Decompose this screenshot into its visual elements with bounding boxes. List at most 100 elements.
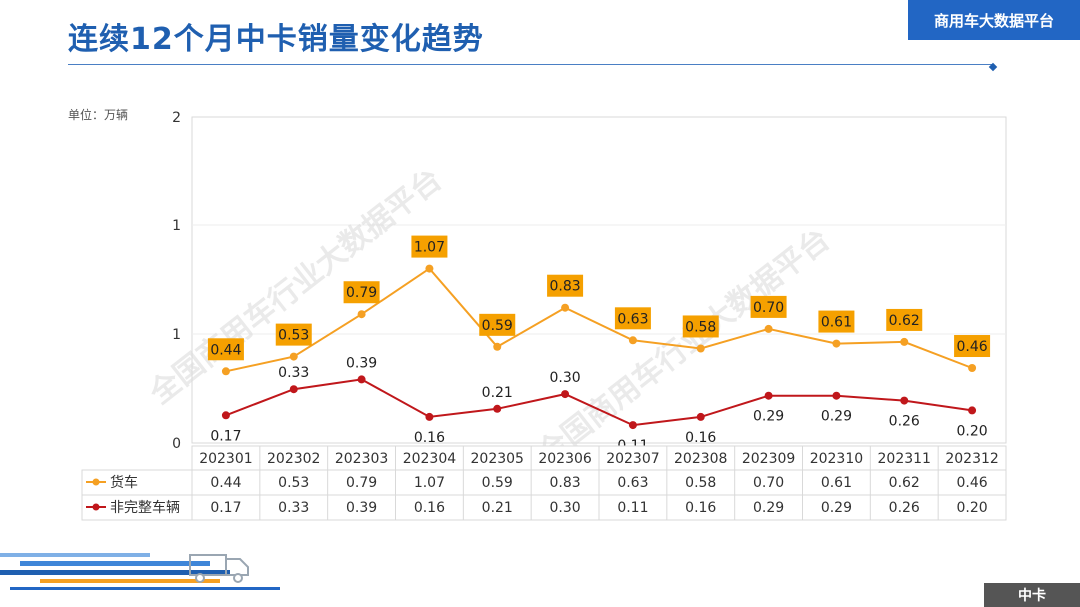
footer-category-badge: 中卡 — [984, 583, 1080, 607]
y-tick-label: 1 — [172, 218, 181, 234]
table-value-cell: 0.46 — [956, 475, 987, 491]
truck-series-point — [968, 364, 977, 372]
truck-series-point — [900, 337, 909, 346]
truck-series-legend-label: 货车 — [110, 474, 138, 491]
truck-data-label-box — [275, 323, 312, 346]
table-category-cell: 202305 — [471, 451, 524, 467]
table-value-cell: 0.20 — [956, 500, 987, 516]
truck-data-label-box — [614, 307, 651, 330]
table-category-cell: 202310 — [810, 451, 863, 467]
truck-data-label: 0.70 — [753, 300, 784, 316]
title-rule — [68, 64, 994, 65]
brand-badge: 商用车大数据平台 — [908, 0, 1080, 40]
incomplete-vehicle-series-point — [561, 390, 570, 399]
truck-series-point — [221, 367, 230, 376]
truck-series-point — [696, 344, 705, 353]
incomplete-vehicle-series-point — [764, 391, 773, 400]
y-tick-label: 2 — [172, 110, 181, 126]
incomplete-vehicle-series-point — [357, 375, 366, 384]
incomplete-vehicle-series-point — [968, 406, 977, 415]
plot-area-frame — [191, 116, 1007, 444]
table-category-cell: 202304 — [403, 451, 457, 467]
incomplete-data-label: 0.29 — [753, 409, 784, 425]
truck-data-label: 0.83 — [549, 279, 580, 295]
table-value-cell: 0.58 — [685, 475, 716, 491]
table-category-cell: 202311 — [878, 451, 931, 467]
table-value-cell: 0.30 — [549, 500, 580, 516]
truck-data-label: 0.59 — [482, 318, 513, 334]
truck-data-label-box — [818, 310, 855, 333]
y-tick-label: 1 — [172, 327, 181, 343]
incomplete-data-label: 0.21 — [482, 385, 513, 401]
table-category-cell: 202303 — [335, 451, 388, 467]
table-category-cell: 202309 — [742, 451, 795, 467]
table-value-cell: 0.16 — [685, 500, 716, 516]
incomplete-vehicle-series-point — [425, 412, 434, 421]
table-category-cell: 202312 — [945, 451, 998, 467]
truck-series-line — [225, 267, 973, 373]
truck-series-point — [764, 324, 773, 333]
incomplete-vehicle-series-point — [289, 385, 298, 394]
truck-series-point — [289, 352, 298, 361]
table-category-cell: 202307 — [606, 451, 659, 467]
truck-data-label-box — [411, 235, 448, 258]
truck-series-point — [493, 342, 502, 351]
incomplete-vehicle-series-line — [225, 378, 973, 427]
truck-series-point — [832, 339, 841, 348]
incomplete-vehicle-series-point — [832, 391, 841, 400]
truck-series-legend-marker — [92, 478, 100, 486]
incomplete-data-label: 0.33 — [278, 365, 309, 381]
truck-data-label: 0.79 — [346, 285, 377, 301]
truck-data-label: 0.44 — [210, 342, 241, 358]
y-tick-label: 0 — [172, 436, 181, 452]
incomplete-vehicle-series-point — [221, 411, 230, 420]
table-value-cell: 0.53 — [278, 475, 309, 491]
truck-data-label-box — [886, 308, 923, 331]
truck-series-point — [357, 310, 366, 319]
incomplete-vehicle-series-legend-marker — [92, 503, 100, 511]
table-category-cell: 202301 — [199, 451, 252, 467]
truck-data-label-box — [954, 335, 991, 358]
truck-data-label-box — [750, 295, 787, 318]
truck-data-label: 0.62 — [889, 313, 920, 329]
incomplete-vehicle-series-legend-label: 非完整车辆 — [110, 499, 180, 516]
table-value-cell: 0.83 — [549, 475, 580, 491]
table-category-cell: 202308 — [674, 451, 727, 467]
incomplete-data-label: 0.16 — [414, 430, 445, 446]
table-category-cell: 202306 — [538, 451, 592, 467]
incomplete-data-label: 0.30 — [549, 370, 580, 386]
incomplete-data-label: 0.29 — [821, 409, 852, 425]
truck-data-label-box — [547, 274, 584, 297]
table-value-cell: 0.63 — [617, 475, 648, 491]
truck-data-label: 0.61 — [821, 315, 852, 331]
table-value-cell: 0.17 — [210, 500, 241, 516]
table-value-cell: 1.07 — [414, 475, 445, 491]
table-value-cell: 0.59 — [482, 475, 513, 491]
table-value-cell: 0.79 — [346, 475, 377, 491]
incomplete-vehicle-series-point — [696, 412, 705, 421]
incomplete-data-label: 0.16 — [685, 430, 716, 446]
truck-data-label: 1.07 — [414, 240, 445, 256]
table-value-cell: 0.61 — [821, 475, 852, 491]
incomplete-vehicle-series-point — [900, 396, 909, 405]
table-value-cell: 0.11 — [617, 500, 648, 516]
incomplete-vehicle-series-point — [628, 421, 637, 430]
truck-data-label-box — [682, 315, 719, 338]
table-value-cell: 0.62 — [889, 475, 920, 491]
truck-data-label: 0.53 — [278, 328, 309, 344]
incomplete-data-label: 0.20 — [956, 423, 987, 439]
truck-data-label: 0.46 — [956, 339, 987, 355]
table-value-cell: 0.44 — [210, 475, 241, 491]
truck-data-label-box — [343, 281, 380, 304]
truck-data-label-box — [207, 338, 244, 361]
table-value-cell: 0.70 — [753, 475, 784, 491]
table-value-cell: 0.33 — [278, 500, 309, 516]
incomplete-data-label: 0.39 — [346, 355, 377, 371]
truck-data-label-box — [479, 313, 516, 336]
table-value-cell: 0.26 — [889, 500, 920, 516]
table-value-cell: 0.29 — [753, 500, 784, 516]
table-value-cell: 0.39 — [346, 500, 377, 516]
table-value-cell: 0.21 — [482, 500, 513, 516]
incomplete-vehicle-series-point — [493, 404, 502, 413]
